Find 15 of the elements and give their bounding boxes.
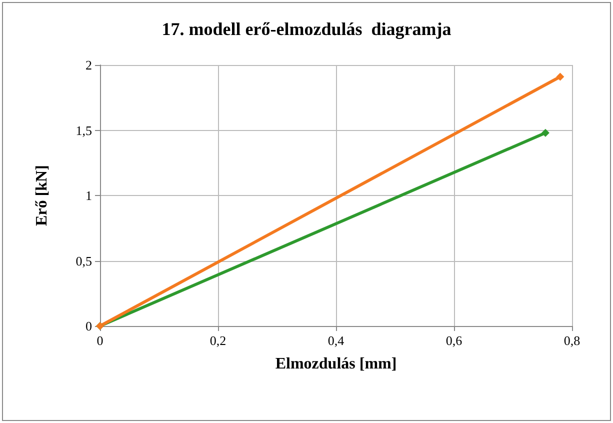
y-tick-label: 2 bbox=[86, 58, 92, 72]
y-tick-label: 0,5 bbox=[76, 253, 92, 268]
x-tick-label: 0 bbox=[96, 333, 104, 348]
point bbox=[556, 72, 564, 81]
x-tick-label: 0,6 bbox=[446, 333, 463, 348]
point bbox=[541, 128, 550, 137]
y-tick-label: 1,5 bbox=[76, 122, 92, 138]
x-axis-title: Elmozdulás [mm] bbox=[275, 356, 397, 372]
x-tick-label: 0,2 bbox=[210, 333, 226, 348]
y-axis-title: Erő [kN] bbox=[34, 165, 50, 226]
x-tick-label: 0,4 bbox=[328, 333, 345, 348]
y-tick-label: 0 bbox=[86, 318, 92, 334]
x-tick-label: 0,8 bbox=[564, 333, 580, 348]
y-tick-label: 1 bbox=[86, 188, 92, 203]
chart-title: 17. modell erő-elmozdulás diagramja bbox=[162, 19, 452, 39]
